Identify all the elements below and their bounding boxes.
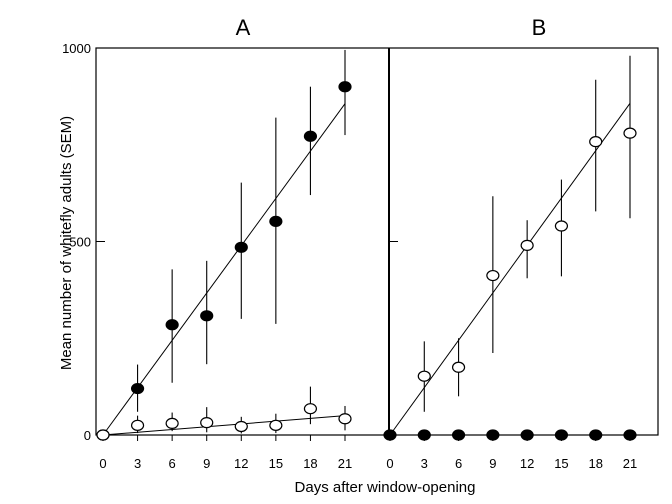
trend-line-p1-s0 xyxy=(389,103,631,436)
data-point-p1-s1-2 xyxy=(451,429,466,441)
x-tick-label-p1-0: 0 xyxy=(386,456,393,471)
x-tick-label-p1-18: 18 xyxy=(588,456,602,471)
plot-frame xyxy=(95,47,659,436)
data-point-p1-s1-6 xyxy=(589,429,603,441)
data-point-p0-s0-5 xyxy=(269,215,283,227)
data-point-p1-s1-5 xyxy=(554,429,569,441)
x-tick-label-p1-21: 21 xyxy=(623,456,637,471)
data-point-p0-s0-2 xyxy=(165,319,179,331)
axis-ticks: 0 500 1000 0 3 6 9 12 15 18 21 0 3 6 9 12 15 18 21 xyxy=(62,41,637,471)
data-markers xyxy=(96,81,637,441)
data-point-p0-s0-3 xyxy=(200,310,214,322)
x-tick-label-p0-18: 18 xyxy=(303,456,317,471)
panel-title-b: B xyxy=(532,15,547,40)
data-point-p1-s0-6 xyxy=(623,127,637,139)
data-point-p0-s0-7 xyxy=(338,81,352,93)
data-point-p0-s0-1 xyxy=(130,382,145,395)
data-point-p1-s1-1 xyxy=(417,429,431,441)
x-tick-label-p1-12: 12 xyxy=(520,456,534,471)
labels: A B Days after window-opening Mean numbe… xyxy=(58,15,546,496)
data-point-p0-s1-6 xyxy=(303,403,318,415)
x-tick-label-p0-15: 15 xyxy=(269,456,283,471)
x-tick-label-p1-6: 6 xyxy=(455,456,462,471)
trend-line-p0-s1 xyxy=(102,415,346,436)
data-point-p1-s0-2 xyxy=(486,269,500,282)
y-tick-label-500: 500 xyxy=(69,235,91,250)
data-point-p1-s0-5 xyxy=(589,136,603,148)
data-point-p0-s1-5 xyxy=(269,419,283,431)
x-tick-label-p0-6: 6 xyxy=(169,456,176,471)
x-tick-label-p1-3: 3 xyxy=(421,456,428,471)
data-point-p1-s0-0 xyxy=(417,370,431,382)
trend-lines xyxy=(102,103,631,436)
data-point-p1-s1-3 xyxy=(486,429,500,441)
data-point-p1-s1-4 xyxy=(520,429,534,441)
y-axis-title: Mean number of whitefly adults (SEM) xyxy=(58,116,75,370)
x-tick-label-p0-0: 0 xyxy=(99,456,106,471)
error-bars xyxy=(137,49,631,434)
data-point-p0-s1-0 xyxy=(96,429,110,441)
data-point-p0-s1-1 xyxy=(130,419,145,431)
x-tick-label-p1-15: 15 xyxy=(554,456,568,471)
x-tick-label-p0-9: 9 xyxy=(203,456,210,471)
data-point-p1-s0-3 xyxy=(520,239,534,251)
x-tick-label-p0-12: 12 xyxy=(234,456,248,471)
panel-title-a: A xyxy=(236,15,251,40)
x-tick-label-p1-9: 9 xyxy=(489,456,496,471)
axes-frame xyxy=(95,47,659,436)
data-point-p1-s1-0 xyxy=(383,429,397,441)
data-point-p0-s1-4 xyxy=(234,420,248,433)
data-point-p1-s0-1 xyxy=(451,361,466,373)
data-point-p0-s1-7 xyxy=(338,413,352,425)
data-point-p0-s0-4 xyxy=(234,241,248,253)
data-point-p0-s1-3 xyxy=(200,417,214,429)
x-axis-title: Days after window-opening xyxy=(295,479,476,496)
y-tick-label-0: 0 xyxy=(84,428,91,443)
data-point-p1-s1-7 xyxy=(623,429,637,441)
data-point-p0-s0-6 xyxy=(303,130,318,142)
data-point-p1-s0-4 xyxy=(554,220,569,232)
x-tick-label-p0-3: 3 xyxy=(134,456,141,471)
data-point-p0-s1-2 xyxy=(165,417,179,429)
trend-line-p0-s0 xyxy=(102,103,346,436)
x-tick-label-p0-21: 21 xyxy=(338,456,352,471)
y-tick-label-1000: 1000 xyxy=(62,41,91,56)
